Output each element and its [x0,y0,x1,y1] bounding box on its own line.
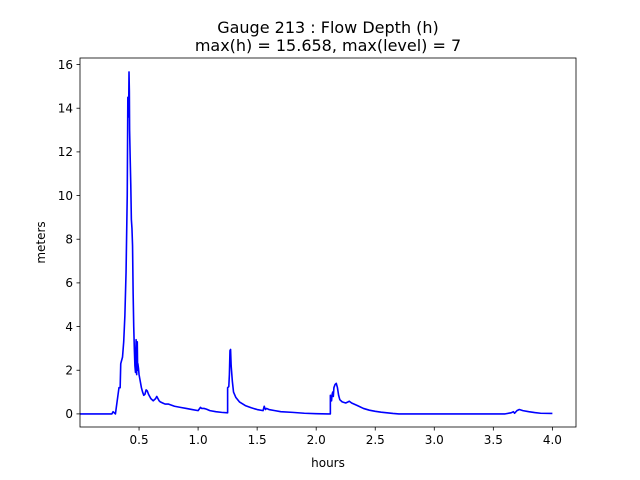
x-tick-label: 3.0 [425,433,444,447]
y-tick-label: 0 [65,407,73,421]
y-tick-label: 16 [58,58,73,72]
y-tick-label: 6 [65,276,73,290]
y-tick-label: 4 [65,320,73,334]
y-tick-label: 2 [65,364,73,378]
chart-title-line1: Gauge 213 : Flow Depth (h) [217,18,439,37]
x-tick-label: 1.0 [189,433,208,447]
x-tick-label: 2.0 [307,433,326,447]
y-tick-label: 8 [65,233,73,247]
x-tick-label: 3.5 [484,433,503,447]
axes-frame [79,57,577,428]
x-tick-label: 2.5 [366,433,385,447]
y-tick-label: 12 [58,145,73,159]
chart-title-line2: max(h) = 15.658, max(level) = 7 [195,36,461,55]
y-tick-label: 14 [58,102,73,116]
y-axis-ticks: 0 2 4 6 8 10 12 14 16 [58,58,80,421]
x-axis-label: hours [311,456,345,470]
x-tick-label: 0.5 [130,433,149,447]
plot-area [80,71,553,415]
x-axis-ticks: 0.5 1.0 1.5 2.0 2.5 3.0 3.5 4.0 [130,427,562,447]
x-tick-label: 4.0 [543,433,562,447]
y-tick-label: 10 [58,189,73,203]
flow-depth-series-line [80,71,553,415]
x-tick-label: 1.5 [248,433,267,447]
y-axis-label: meters [34,221,48,263]
